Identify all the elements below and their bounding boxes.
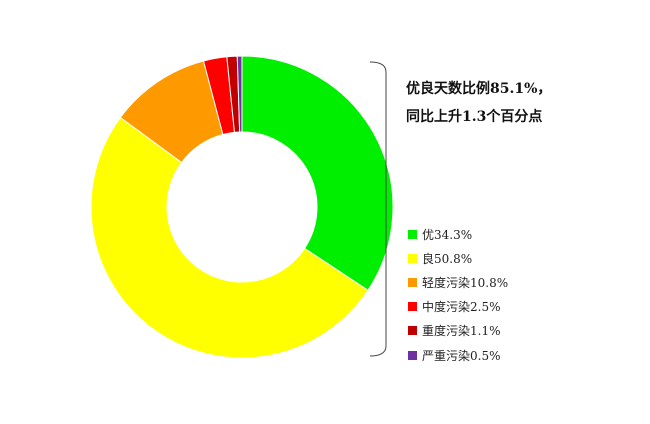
legend-swatch: [408, 302, 417, 312]
legend-item: 优34.3%: [408, 222, 508, 246]
legend-label: 轻度污染10.8%: [422, 275, 509, 290]
legend-swatch: [408, 229, 417, 239]
legend-item: 轻度污染10.8%: [408, 270, 508, 294]
legend-label: 重度污染1.1%: [422, 324, 501, 339]
legend-item: 重度污染1.1%: [408, 319, 508, 343]
legend-label: 优34.3%: [422, 227, 473, 242]
legend-swatch: [408, 350, 417, 360]
legend-swatch: [408, 326, 417, 336]
legend-swatch: [408, 277, 417, 287]
bracket: [369, 61, 387, 357]
legend-item: 中度污染2.5%: [408, 295, 508, 319]
slice-严重污染: [236, 55, 243, 133]
legend-item: 严重污染0.5%: [408, 343, 508, 367]
legend-swatch: [408, 253, 417, 263]
legend-label: 中度污染2.5%: [422, 300, 501, 315]
slice-良: [90, 116, 369, 359]
slice-优: [241, 55, 394, 291]
summary-line-2: 同比上升1.3个百分点: [406, 109, 543, 125]
summary-line-1: 优良天数比例85.1%，: [406, 81, 552, 97]
legend: 优34.3% 良50.8% 轻度污染10.8% 中度污染2.5% 重度污染1.1…: [408, 222, 508, 367]
legend-label: 良50.8%: [422, 251, 473, 266]
legend-item: 良50.8%: [408, 246, 508, 270]
legend-label: 严重污染0.5%: [422, 348, 501, 363]
